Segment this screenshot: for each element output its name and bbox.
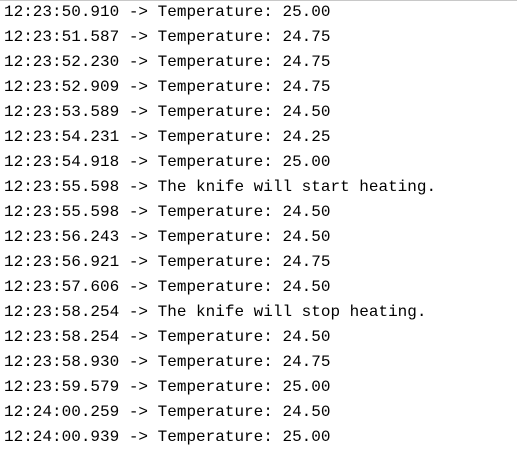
log-timestamp: 12:23:54.918 [4, 153, 120, 171]
log-line: 12:23:54.231 -> Temperature: 24.25 [4, 125, 436, 150]
log-arrow: -> [128, 78, 149, 96]
log-timestamp: 12:24:00.259 [4, 403, 120, 421]
log-timestamp: 12:23:59.579 [4, 378, 120, 396]
log-message: Temperature: 25.00 [157, 3, 331, 21]
log-message: The knife will stop heating. [157, 303, 427, 321]
log-timestamp: 12:23:55.598 [4, 203, 120, 221]
log-timestamp: 12:23:58.930 [4, 353, 120, 371]
log-timestamp: 12:23:57.606 [4, 278, 120, 296]
log-arrow: -> [128, 28, 149, 46]
log-line: 12:23:53.589 -> Temperature: 24.50 [4, 100, 436, 125]
log-message: Temperature: 25.00 [157, 378, 331, 396]
log-line: 12:23:55.598 -> Temperature: 24.50 [4, 200, 436, 225]
log-line: 12:23:51.587 -> Temperature: 24.75 [4, 25, 436, 50]
log-arrow: -> [128, 378, 149, 396]
log-line: 12:23:56.243 -> Temperature: 24.50 [4, 225, 436, 250]
log-line: 12:24:00.259 -> Temperature: 24.50 [4, 400, 436, 425]
log-message: Temperature: 24.75 [157, 53, 331, 71]
log-message: Temperature: 24.50 [157, 278, 331, 296]
log-message: Temperature: 24.50 [157, 203, 331, 221]
log-message: Temperature: 24.75 [157, 78, 331, 96]
log-arrow: -> [128, 103, 149, 121]
log-line: 12:23:55.598 -> The knife will start hea… [4, 175, 436, 200]
log-arrow: -> [128, 53, 149, 71]
log-message: Temperature: 24.50 [157, 103, 331, 121]
log-line: 12:23:58.254 -> Temperature: 24.50 [4, 325, 436, 350]
log-timestamp: 12:23:50.910 [4, 3, 120, 21]
log-arrow: -> [128, 353, 149, 371]
log-message: Temperature: 25.00 [157, 153, 331, 171]
log-message: Temperature: 24.50 [157, 328, 331, 346]
log-timestamp: 12:23:56.243 [4, 228, 120, 246]
log-arrow: -> [128, 178, 149, 196]
log-line: 12:23:52.230 -> Temperature: 24.75 [4, 50, 436, 75]
log-timestamp: 12:23:52.909 [4, 78, 120, 96]
log-arrow: -> [128, 278, 149, 296]
log-line: 12:23:56.921 -> Temperature: 24.75 [4, 250, 436, 275]
log-timestamp: 12:23:56.921 [4, 253, 120, 271]
log-line: 12:23:54.918 -> Temperature: 25.00 [4, 150, 436, 175]
log-arrow: -> [128, 128, 149, 146]
log-line: 12:23:58.254 -> The knife will stop heat… [4, 300, 436, 325]
log-arrow: -> [128, 328, 149, 346]
log-line: 12:23:57.606 -> Temperature: 24.50 [4, 275, 436, 300]
log-line: 12:23:59.579 -> Temperature: 25.00 [4, 375, 436, 400]
log-timestamp: 12:24:00.939 [4, 428, 120, 446]
log-arrow: -> [128, 303, 149, 321]
log-arrow: -> [128, 153, 149, 171]
log-timestamp: 12:23:51.587 [4, 28, 120, 46]
log-arrow: -> [128, 228, 149, 246]
log-message: Temperature: 24.50 [157, 403, 331, 421]
log-message: Temperature: 24.75 [157, 353, 331, 371]
log-timestamp: 12:23:52.230 [4, 53, 120, 71]
log-arrow: -> [128, 203, 149, 221]
log-timestamp: 12:23:58.254 [4, 303, 120, 321]
log-timestamp: 12:23:53.589 [4, 103, 120, 121]
log-message: Temperature: 24.75 [157, 28, 331, 46]
log-line: 12:23:50.910 -> Temperature: 25.00 [4, 0, 436, 25]
log-arrow: -> [128, 403, 149, 421]
log-arrow: -> [128, 3, 149, 21]
log-message: Temperature: 24.25 [157, 128, 331, 146]
log-arrow: -> [128, 253, 149, 271]
log-line: 12:23:52.909 -> Temperature: 24.75 [4, 75, 436, 100]
log-message: Temperature: 24.75 [157, 253, 331, 271]
log-message: Temperature: 24.50 [157, 228, 331, 246]
top-divider [0, 0, 517, 1]
log-timestamp: 12:23:55.598 [4, 178, 120, 196]
log-timestamp: 12:23:58.254 [4, 328, 120, 346]
log-line: 12:23:58.930 -> Temperature: 24.75 [4, 350, 436, 375]
log-list: 12:23:50.910 -> Temperature: 25.00 12:23… [4, 0, 436, 450]
log-timestamp: 12:23:54.231 [4, 128, 120, 146]
log-arrow: -> [128, 428, 149, 446]
log-message: The knife will start heating. [157, 178, 437, 196]
log-message: Temperature: 25.00 [157, 428, 331, 446]
log-line: 12:24:00.939 -> Temperature: 25.00 [4, 425, 436, 450]
